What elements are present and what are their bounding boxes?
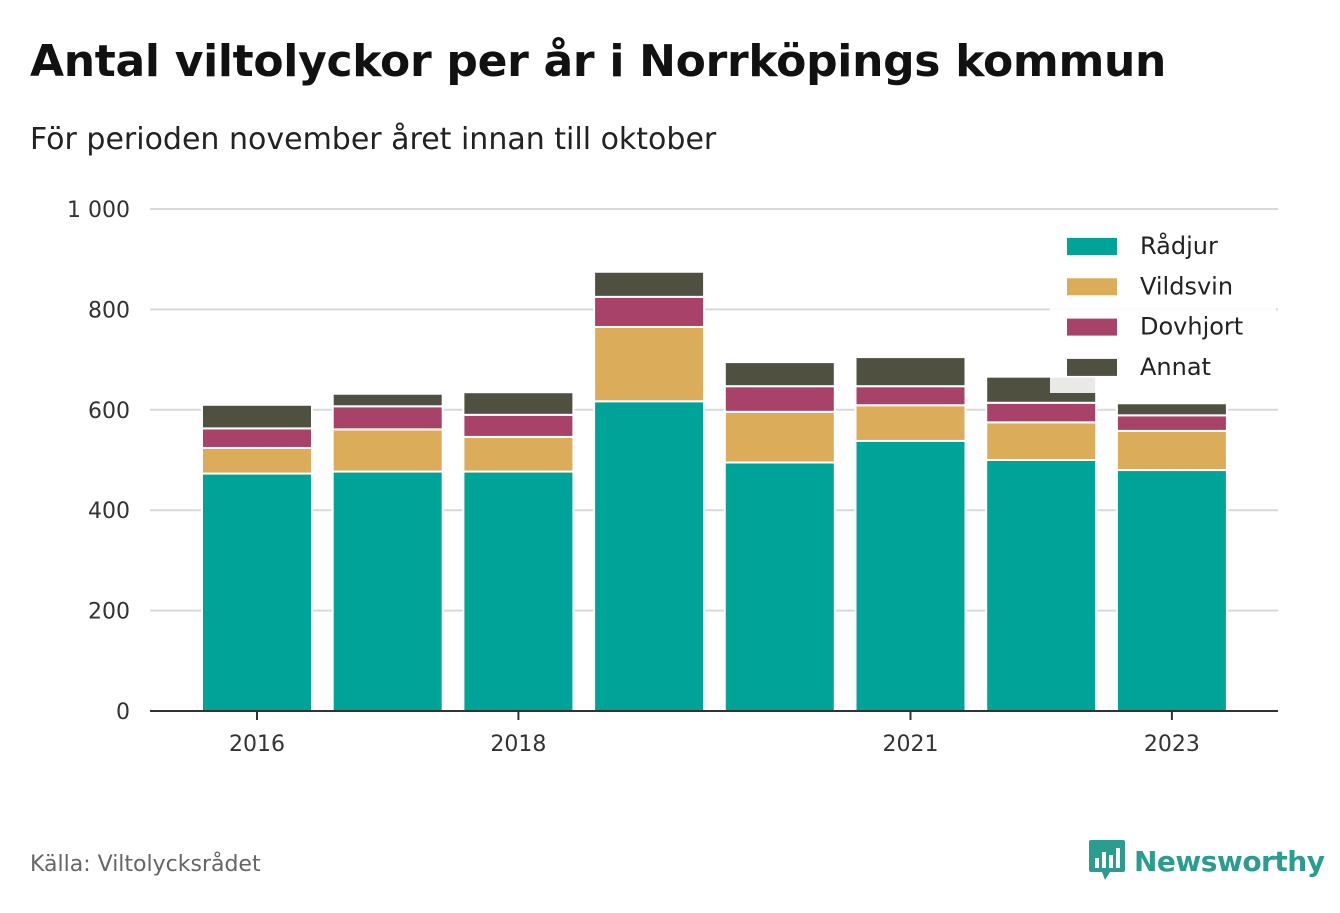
bar-segment (593, 325, 706, 403)
bar-stack-2023 (1115, 402, 1228, 713)
y-tick-label: 400 (88, 499, 130, 524)
bar-stack-2019 (593, 270, 706, 712)
y-tick-label: 600 (88, 399, 130, 424)
x-axis-ticks: 2016 2018 2021 2023 (229, 711, 1200, 757)
bar-segment (1115, 429, 1228, 472)
bar-segment (1115, 402, 1228, 417)
bar-segment (985, 401, 1098, 424)
x-tick-label: 2016 (229, 732, 285, 757)
bar-segment (331, 428, 444, 473)
legend: Rådjur Vildsvin Dovhjort Annat (1050, 225, 1276, 393)
y-tick-label: 0 (116, 700, 130, 725)
legend-label: Vildsvin (1140, 272, 1233, 300)
bar-segment (462, 391, 575, 416)
brand-name: Newsworthy (1134, 844, 1325, 878)
bar-segment (593, 270, 706, 298)
bar-segment (201, 446, 313, 475)
bar-segment (1115, 414, 1228, 432)
bar-segment (854, 356, 967, 388)
bar-stack-2020 (723, 361, 836, 713)
bars (201, 270, 1228, 713)
bar-stack-2016 (201, 403, 313, 712)
x-tick-label: 2023 (1144, 732, 1200, 757)
legend-swatch (1067, 278, 1117, 296)
y-tick-label: 800 (88, 298, 130, 323)
bar-segment (854, 385, 967, 407)
bar-stack-2017 (331, 392, 444, 712)
bar-segment (462, 435, 575, 473)
legend-label: Annat (1140, 353, 1211, 381)
bar-segment (331, 392, 444, 408)
x-tick-label: 2018 (490, 732, 546, 757)
y-tick-label: 200 (88, 600, 130, 625)
legend-label: Dovhjort (1140, 313, 1243, 341)
chart-subtitle: För perioden november året innan till ok… (30, 122, 717, 157)
bar-segment (985, 421, 1098, 462)
bar-segment (201, 403, 313, 430)
brand-logo: Newsworthy (1088, 838, 1325, 884)
legend-swatch (1067, 238, 1117, 255)
bar-stack-2022 (985, 375, 1098, 712)
legend-label: Rådjur (1140, 231, 1218, 260)
bar-segment (462, 470, 575, 712)
bar-segment (723, 361, 836, 388)
x-tick-label: 2021 (883, 732, 939, 757)
bar-segment (723, 410, 836, 464)
bar-segment (854, 439, 967, 712)
bar-segment (723, 461, 836, 713)
bar-segment (854, 404, 967, 442)
bar-segment (593, 295, 706, 328)
bar-segment (331, 405, 444, 431)
bar-segment (201, 472, 313, 712)
bar-segment (1115, 469, 1228, 713)
legend-swatch (1067, 318, 1117, 336)
bar-stack-2021 (854, 356, 967, 712)
y-axis-tick-labels: 0 200 400 600 800 1 000 (67, 198, 130, 725)
y-tick-label: 1 000 (67, 198, 130, 223)
bar-stack-2018 (462, 391, 575, 712)
newsworthy-logo-icon (1089, 840, 1125, 880)
bar-segment (462, 413, 575, 438)
bar-segment (201, 427, 313, 449)
legend-swatch (1067, 358, 1117, 376)
bar-segment (985, 459, 1098, 712)
bar-segment (331, 470, 444, 712)
source-note: Källa: Viltolycksrådet (30, 852, 261, 877)
chart-title: Antal viltolyckor per år i Norrköpings k… (30, 36, 1167, 87)
bar-segment (723, 385, 836, 413)
bar-segment (593, 400, 706, 712)
